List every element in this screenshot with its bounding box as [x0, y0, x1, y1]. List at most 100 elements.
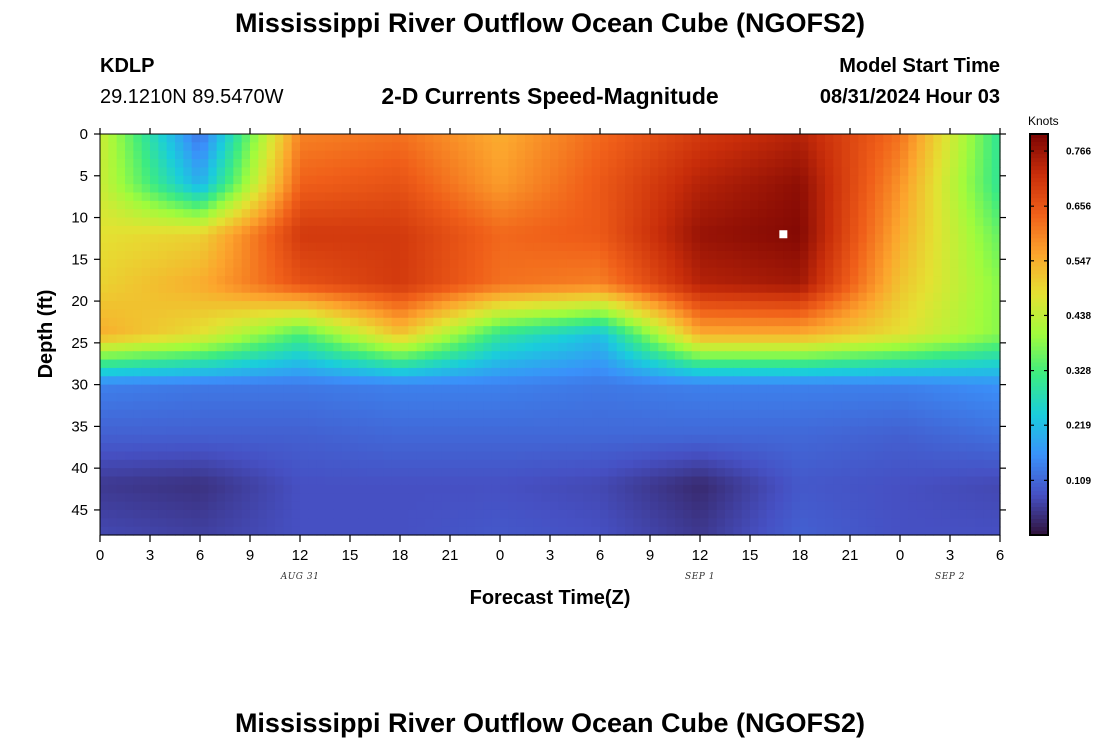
heat-cell: [200, 317, 209, 327]
heat-cell: [600, 276, 609, 285]
heat-cell: [150, 142, 159, 152]
heat-cell: [591, 259, 601, 269]
heat-cell: [225, 518, 234, 528]
heat-cell: [791, 501, 801, 511]
heat-cell: [758, 459, 768, 469]
heat-cell: [975, 242, 984, 252]
heat-cell: [316, 359, 326, 369]
heat-cell: [983, 200, 993, 210]
heat-cell: [541, 326, 551, 336]
heat-cell: [908, 326, 918, 336]
heat-cell: [516, 292, 526, 302]
heat-cell: [875, 250, 884, 260]
heat-cell: [433, 159, 443, 169]
heat-cell: [791, 326, 801, 336]
heat-cell: [183, 468, 193, 478]
heat-cell: [391, 267, 401, 277]
heat-cell: [633, 409, 643, 419]
heat-cell: [233, 159, 243, 169]
heat-cell: [283, 409, 293, 419]
heat-cell: [308, 334, 318, 344]
heat-cell: [550, 326, 559, 336]
heat-cell: [591, 418, 601, 427]
heat-cell: [533, 409, 543, 419]
heat-cell: [633, 434, 643, 444]
heat-cell: [508, 434, 518, 444]
heat-cell: [933, 250, 943, 260]
heat-cell: [725, 317, 734, 327]
heat-cell: [125, 418, 134, 427]
heat-cell: [933, 301, 943, 311]
heat-cell: [475, 434, 484, 444]
heat-cell: [158, 351, 168, 361]
heat-cell: [533, 326, 543, 336]
heat-cell: [283, 142, 293, 152]
heat-cell: [158, 276, 168, 285]
heat-cell: [675, 418, 684, 427]
heat-cell: [358, 192, 368, 202]
heat-cell: [825, 209, 834, 219]
heat-cell: [158, 434, 168, 444]
heat-cell: [558, 301, 568, 311]
heat-cell: [958, 184, 968, 194]
heat-cell: [666, 217, 676, 227]
heat-cell: [166, 259, 176, 269]
heat-cell: [675, 501, 684, 511]
heat-cell: [816, 451, 826, 461]
heat-cell: [708, 250, 718, 260]
heat-cell: [975, 376, 984, 386]
heat-cell: [308, 150, 318, 160]
heat-cell: [250, 367, 259, 377]
heat-cell: [225, 376, 234, 386]
heat-cell: [508, 493, 518, 503]
heat-cell: [216, 493, 226, 503]
heat-cell: [325, 484, 334, 494]
heat-cell: [716, 426, 726, 436]
heat-cell: [783, 184, 793, 194]
heat-cell: [366, 392, 376, 402]
heat-cell: [141, 259, 151, 269]
heat-cell: [758, 284, 768, 294]
heat-cell: [800, 359, 809, 369]
heat-cell: [550, 301, 559, 311]
heat-cell: [525, 459, 534, 469]
heat-cell: [375, 443, 384, 453]
heat-cell: [416, 376, 426, 386]
heat-cell: [600, 484, 609, 494]
heat-cell: [691, 351, 701, 361]
heat-cell: [391, 342, 401, 352]
heat-cell: [891, 459, 901, 469]
heat-cell: [700, 484, 709, 494]
heat-cell: [341, 426, 351, 436]
heat-cell: [758, 359, 768, 369]
heat-cell: [683, 309, 693, 319]
heat-cell: [866, 434, 876, 444]
heat-cell: [375, 342, 384, 352]
heat-cell: [225, 225, 234, 235]
heat-cell: [758, 267, 768, 277]
heat-cell: [708, 292, 718, 302]
heat-cell: [741, 426, 751, 436]
heat-cell: [125, 184, 134, 194]
heat-cell: [950, 225, 959, 235]
heat-cell: [983, 367, 993, 377]
heat-cell: [408, 476, 418, 486]
heat-cell: [425, 142, 434, 152]
heat-cell: [450, 468, 459, 478]
heat-cell: [633, 142, 643, 152]
heat-cell: [616, 309, 626, 319]
heat-cell: [333, 159, 343, 169]
heat-cell: [416, 367, 426, 377]
heat-cell: [458, 250, 468, 260]
heat-cell: [316, 342, 326, 352]
heat-cell: [508, 359, 518, 369]
heat-cell: [216, 234, 226, 244]
heat-cell: [258, 309, 268, 319]
heat-cell: [275, 250, 284, 260]
heat-cell: [475, 384, 484, 394]
heat-cell: [275, 142, 284, 152]
heat-cell: [941, 292, 951, 302]
heat-cell: [283, 200, 293, 210]
heat-cell: [400, 326, 409, 336]
heat-cell: [866, 209, 876, 219]
